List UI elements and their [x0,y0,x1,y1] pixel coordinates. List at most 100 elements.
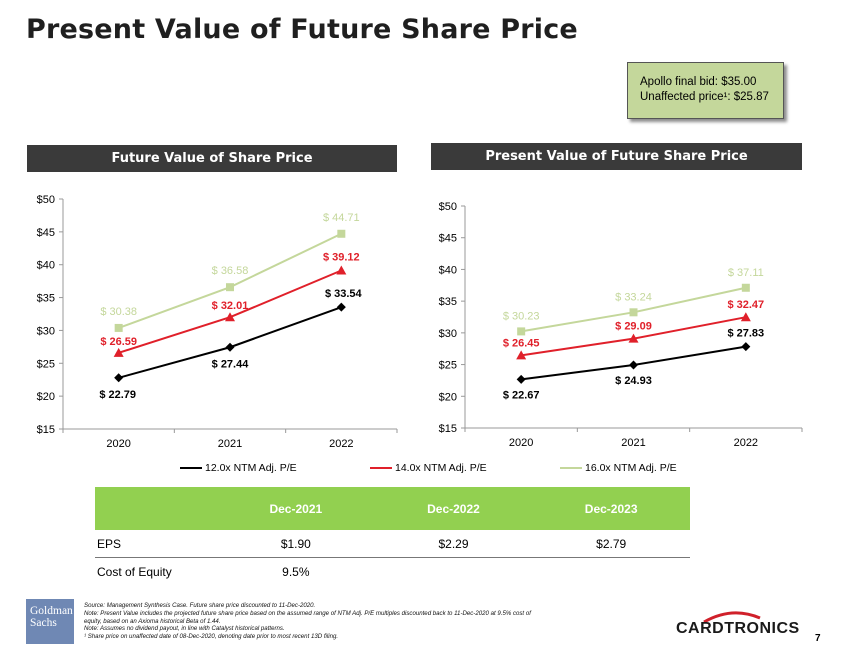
fv-y-tick-label: $25 [37,358,55,370]
pv-y-tick-label: $35 [439,296,457,308]
footnote-source: Source: Management Synthesis Case. Futur… [84,602,316,609]
fv-point-16x [114,323,123,332]
pv-point-12x [741,342,751,352]
pv-y-tick-label: $50 [439,201,457,213]
pv-y-tick-label: $25 [439,360,457,372]
pv-data-label-16x: $ 30.23 [503,310,540,322]
fv-point-16x [226,283,234,292]
fv-data-label-12x: $ 22.79 [99,389,136,401]
table-header-dec-2021: Dec-2021 [217,487,375,530]
legend-line-16x [560,467,582,469]
pv-point-12x [629,360,638,370]
legend-label-12x: 12.0x NTM Adj. P/E [205,462,297,474]
fv-data-label-12x: $ 33.54 [325,288,363,300]
fv-y-tick-label: $30 [37,325,55,337]
footnote-note-2: Note: Assumes no dividend payout, in lin… [84,625,285,633]
pv-x-tick-label: 2020 [509,437,533,449]
fv-y-tick-label: $50 [37,194,55,206]
eps-table: Dec-2021 Dec-2022 Dec-2023 EPS $1.90 $2.… [95,487,690,585]
fv-point-14x [225,312,235,322]
future-value-chart: $15 $20 $25 $30 $35 $40 $45 $50 2020 2021 2022 $ 22… [37,194,398,450]
fv-y-tick-label: $45 [37,227,55,239]
goldman-logo-text-2: Sachs [30,617,57,629]
pv-point-14x [740,312,751,322]
fv-data-label-16x: $ 44.71 [323,212,360,224]
pv-point-14x [516,350,527,360]
table-row: EPS $1.90 $2.29 $2.79 [95,530,690,558]
pv-y-tick-label: $20 [439,391,457,403]
cardtronics-logo: CARDTRONICS [676,620,800,637]
fv-point-12x [336,302,346,312]
legend-item-12x: 12.0x NTM Adj. P/E [180,462,297,474]
fv-y-tick-label: $20 [37,391,55,403]
pv-point-16x [629,308,638,317]
row-label-cost-of-equity: Cost of Equity [97,564,172,579]
legend-label-14x: 14.0x NTM Adj. P/E [395,462,487,474]
callout-unaffected-price: Unaffected price¹: $25.87 [640,91,769,103]
future-value-header: Future Value of Share Price [27,145,397,172]
cardtronics-swoosh-icon [703,611,761,624]
present-value-chart: $15 $20 $25 $30 $35 $40 $45 $50 2020 2021 2022 $ 22… [439,201,803,449]
table-cell: 9.5% [282,564,310,579]
footnote-note-1-cont: equity, based on an Axioma historical Be… [84,617,221,625]
fv-point-14x [336,265,347,275]
pv-point-16x [741,283,750,292]
pv-data-label-14x: $ 26.45 [503,337,540,349]
fv-data-label-14x: $ 32.01 [212,300,249,312]
pv-data-label-12x: $ 22.67 [503,389,540,401]
goldman-logo-text-1: Goldman [30,605,73,617]
present-value-header: Present Value of Future Share Price [431,143,802,170]
fv-x-tick-label: 2021 [218,438,242,450]
goldman-sachs-logo: Goldman Sachs [26,599,74,644]
legend-label-16x: 16.0x NTM Adj. P/E [585,462,677,474]
footnotes: Source: Management Synthesis Case. Futur… [84,602,684,641]
fv-point-12x [114,373,124,383]
pv-y-tick-label: $45 [439,233,457,245]
pv-y-tick-label: $15 [439,423,457,435]
fv-y-tick-label: $15 [37,424,55,436]
chart-legend: 12.0x NTM Adj. P/E 14.0x NTM Adj. P/E 16… [0,462,850,478]
table-cell [375,558,533,586]
pv-data-label-14x: $ 29.09 [615,321,652,333]
pv-x-tick-label: 2022 [734,437,758,449]
pv-x-tick-label: 2021 [621,437,645,449]
pv-data-label-12x: $ 24.93 [615,375,652,387]
bid-callout-box: Apollo final bid: $35.00 Unaffected pric… [627,62,784,119]
pv-point-14x [628,333,639,343]
fv-data-label-12x: $ 27.44 [212,358,250,370]
fv-data-label-14x: $ 39.12 [323,251,360,263]
page-title: Present Value of Future Share Price [26,14,578,45]
fv-data-label-16x: $ 30.38 [100,306,137,318]
table-cell [532,558,690,586]
row-label-eps: EPS [95,530,217,558]
table-cell: $2.79 [532,530,690,558]
pv-data-label-12x: $ 27.83 [727,328,764,340]
callout-final-bid: Apollo final bid: $35.00 [640,76,757,88]
table-header-dec-2022: Dec-2022 [374,487,533,530]
page-number: 7 [815,633,821,644]
footnote-unaffected: ¹ Share price on unaffected date of 08-D… [84,633,339,641]
legend-line-14x [370,467,392,469]
table-header-dec-2023: Dec-2023 [532,487,690,530]
pv-point-16x [517,327,526,336]
fv-y-tick-label: $40 [37,260,55,272]
table-cell: $2.29 [374,530,533,558]
pv-data-label-16x: $ 37.11 [728,267,764,279]
table-cell: $1.90 [217,530,375,558]
legend-item-14x: 14.0x NTM Adj. P/E [370,462,487,474]
footnote-note-1: Note: Present Value includes the project… [84,609,531,617]
table-row: Cost of Equity 9.5% [95,558,690,586]
table-header-row: Dec-2021 Dec-2022 Dec-2023 [95,487,690,530]
fv-data-label-16x: $ 36.58 [212,265,249,277]
fv-x-tick-label: 2022 [329,438,353,450]
legend-line-12x [180,467,202,469]
pv-data-label-14x: $ 32.47 [727,299,764,311]
pv-y-tick-label: $30 [439,328,457,340]
table-header-blank [95,487,217,530]
fv-data-label-14x: $ 26.59 [100,336,137,348]
fv-point-16x [337,229,346,238]
fv-y-tick-label: $35 [37,293,55,305]
fv-point-12x [225,342,235,352]
fv-x-tick-label: 2020 [106,438,130,450]
legend-item-16x: 16.0x NTM Adj. P/E [560,462,677,474]
